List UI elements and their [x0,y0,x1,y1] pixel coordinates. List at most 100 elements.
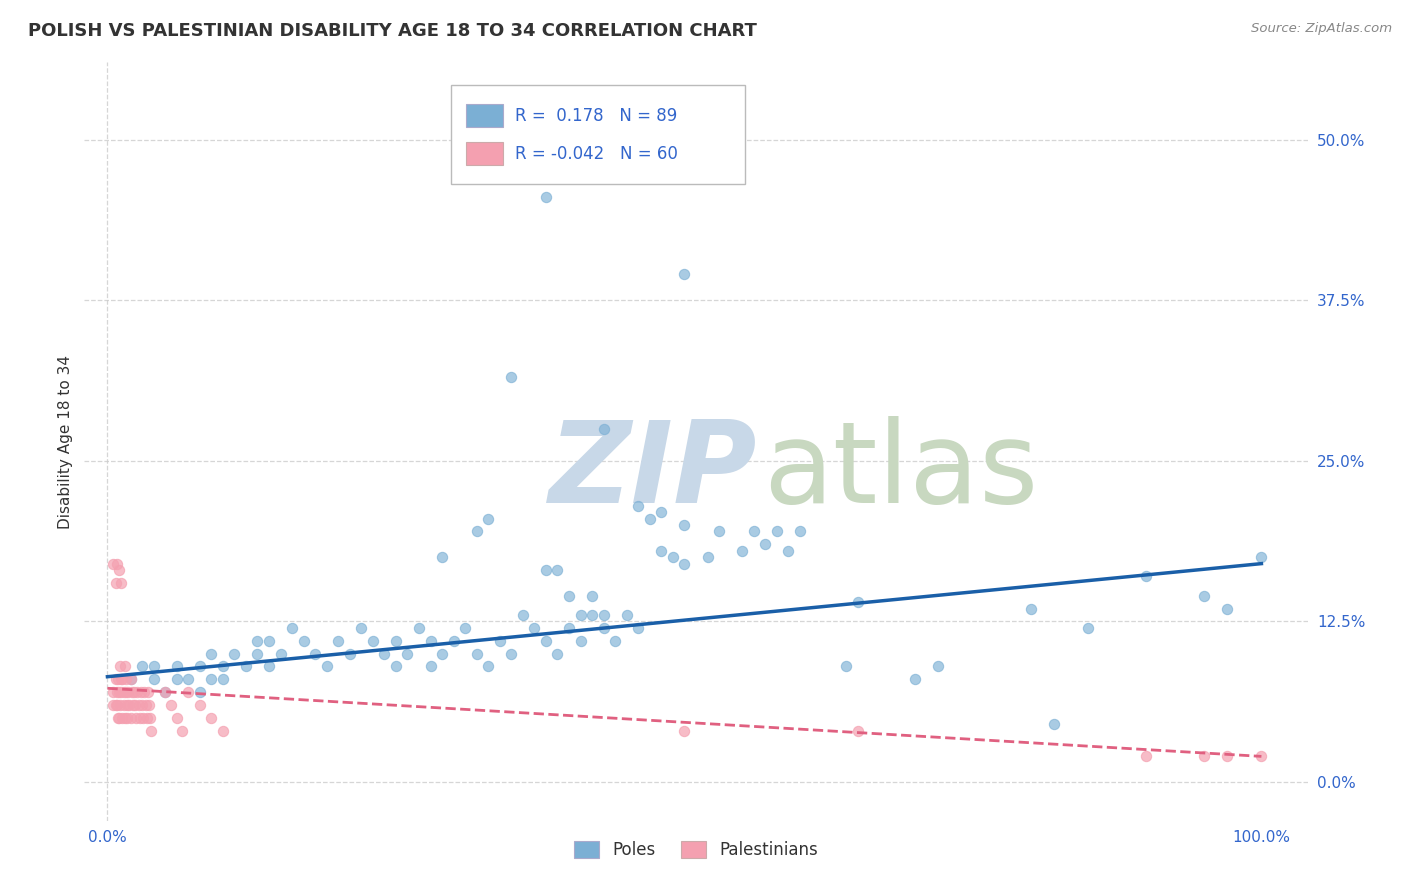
Point [789,524,811,539]
Point [662,550,685,565]
Point [211,723,233,738]
Point [120,673,142,687]
Point [188,685,211,699]
FancyBboxPatch shape [465,142,503,165]
Text: R =  0.178   N = 89: R = 0.178 N = 89 [515,107,678,125]
Point [430,647,453,661]
Text: R = -0.042   N = 60: R = -0.042 N = 60 [515,145,678,163]
Point [627,499,650,513]
Point [350,621,373,635]
Point [465,647,488,661]
Point [135,698,157,712]
Point [111,711,134,725]
Point [105,685,128,699]
Point [246,647,269,661]
Point [754,537,776,551]
Point [1216,601,1239,615]
Point [127,685,149,699]
Point [835,659,858,673]
Point [558,621,581,635]
Point [115,673,138,687]
Point [616,607,638,622]
Point [292,633,315,648]
Point [235,659,257,673]
Point [153,685,176,699]
Point [110,685,132,699]
Point [172,723,194,738]
Point [117,685,139,699]
Point [581,589,603,603]
Point [650,505,672,519]
Point [103,698,125,712]
Point [1216,749,1239,764]
Point [1192,589,1215,603]
Point [132,711,155,725]
Point [904,673,927,687]
Point [166,711,188,725]
Point [569,607,592,622]
Point [104,673,127,687]
Point [115,711,138,725]
Point [104,575,127,590]
Point [129,685,152,699]
Point [124,698,146,712]
Point [177,673,200,687]
Point [547,647,569,661]
Point [257,633,280,648]
Point [419,659,441,673]
Text: ZIP: ZIP [550,417,758,527]
Point [108,711,131,725]
Y-axis label: Disability Age 18 to 34: Disability Age 18 to 34 [58,354,73,529]
Point [731,543,754,558]
Point [224,647,246,661]
Point [454,621,477,635]
Point [188,698,211,712]
Point [846,723,869,738]
Point [477,659,499,673]
Point [592,621,614,635]
Point [361,633,384,648]
Point [121,685,143,699]
Point [122,685,145,699]
Point [246,633,269,648]
Point [128,698,150,712]
Point [488,633,510,648]
Point [142,673,165,687]
Point [1042,717,1064,731]
Point [408,621,430,635]
Point [1192,749,1215,764]
Point [136,685,159,699]
Point [673,557,696,571]
Point [141,723,163,738]
Point [605,633,627,648]
Point [1019,601,1042,615]
Text: POLISH VS PALESTINIAN DISABILITY AGE 18 TO 34 CORRELATION CHART: POLISH VS PALESTINIAN DISABILITY AGE 18 … [28,22,756,40]
Point [778,543,800,558]
Point [108,563,131,577]
Point [673,518,696,533]
Point [373,647,395,661]
Point [304,647,326,661]
Point [1250,550,1272,565]
FancyBboxPatch shape [451,85,745,184]
Point [742,524,765,539]
Point [501,370,523,384]
Point [501,647,523,661]
Point [166,673,188,687]
Point [105,557,128,571]
Point [315,659,337,673]
Point [112,685,135,699]
Point [339,647,361,661]
Point [430,550,453,565]
Point [385,659,408,673]
Legend: Poles, Palestinians: Poles, Palestinians [568,834,824,865]
Point [110,673,132,687]
Point [443,633,465,648]
Point [200,673,222,687]
Point [638,511,661,525]
Point [465,524,488,539]
Point [1250,749,1272,764]
Point [121,698,143,712]
Point [118,698,141,712]
Point [103,557,125,571]
